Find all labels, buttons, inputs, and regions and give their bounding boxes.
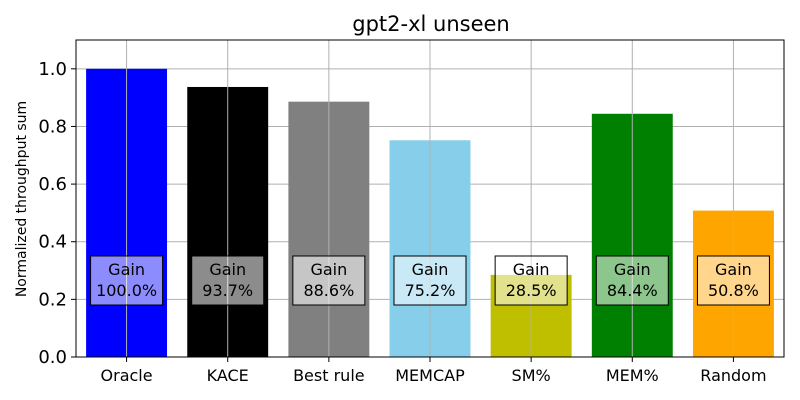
bars	[86, 40, 774, 358]
y-tick-label: 0.8	[38, 116, 67, 137]
gain-annotation-box	[696, 255, 770, 306]
x-tick-label: Oracle	[101, 366, 153, 385]
gain-annotation-box	[90, 255, 164, 306]
gain-annotation-value: 84.4%	[607, 281, 658, 300]
gain-annotation-box	[494, 255, 568, 306]
gain-annotation-label: Gain	[513, 260, 550, 279]
gain-annotation-label: Gain	[310, 260, 347, 279]
gain-annotation-value: 100.0%	[96, 281, 157, 300]
axes: 0.0 0.2 0.4 0.6 0.8 1.0 Oracle KACE Best rule MEM…	[38, 39, 785, 385]
gain-annotation-label: Gain	[108, 260, 145, 279]
gain-annotation-box	[595, 255, 669, 306]
y-tick-label: 0.0	[38, 347, 67, 368]
gain-annotation-value: 50.8%	[708, 281, 759, 300]
gain-annotation-label: Gain	[715, 260, 752, 279]
gain-annotation-value: 75.2%	[405, 281, 456, 300]
x-tick-label: MEM%	[606, 366, 659, 385]
y-tick-label: 0.4	[38, 232, 67, 253]
gain-annotation-value: 28.5%	[506, 281, 557, 300]
x-tick-label: Best rule	[293, 366, 365, 385]
x-tick-label: Random	[700, 366, 766, 385]
gain-annotation-box	[393, 255, 467, 306]
gain-annotation-label: Gain	[209, 260, 246, 279]
chart-title: gpt2-xl unseen	[352, 12, 509, 36]
y-tick-label: 1.0	[38, 59, 67, 80]
gain-annotations: Gain 100.0% Gain 93.7% Gain 88.6% Gain 75.2% Gai…	[90, 255, 770, 306]
x-tick-label: MEMCAP	[395, 366, 465, 385]
x-tick-label: KACE	[207, 366, 249, 385]
y-tick-label: 0.2	[38, 289, 67, 310]
x-tick-label: SM%	[512, 366, 551, 385]
gain-annotation-value: 88.6%	[303, 281, 354, 300]
y-axis-label: Normalized throughput sum	[14, 101, 30, 297]
y-tick-label: 0.6	[38, 174, 67, 195]
gain-annotation-value: 93.7%	[202, 281, 253, 300]
gain-annotation-box	[292, 255, 366, 306]
gain-annotation-label: Gain	[412, 260, 449, 279]
gain-annotation-box	[191, 255, 265, 306]
gain-annotation-label: Gain	[614, 260, 651, 279]
